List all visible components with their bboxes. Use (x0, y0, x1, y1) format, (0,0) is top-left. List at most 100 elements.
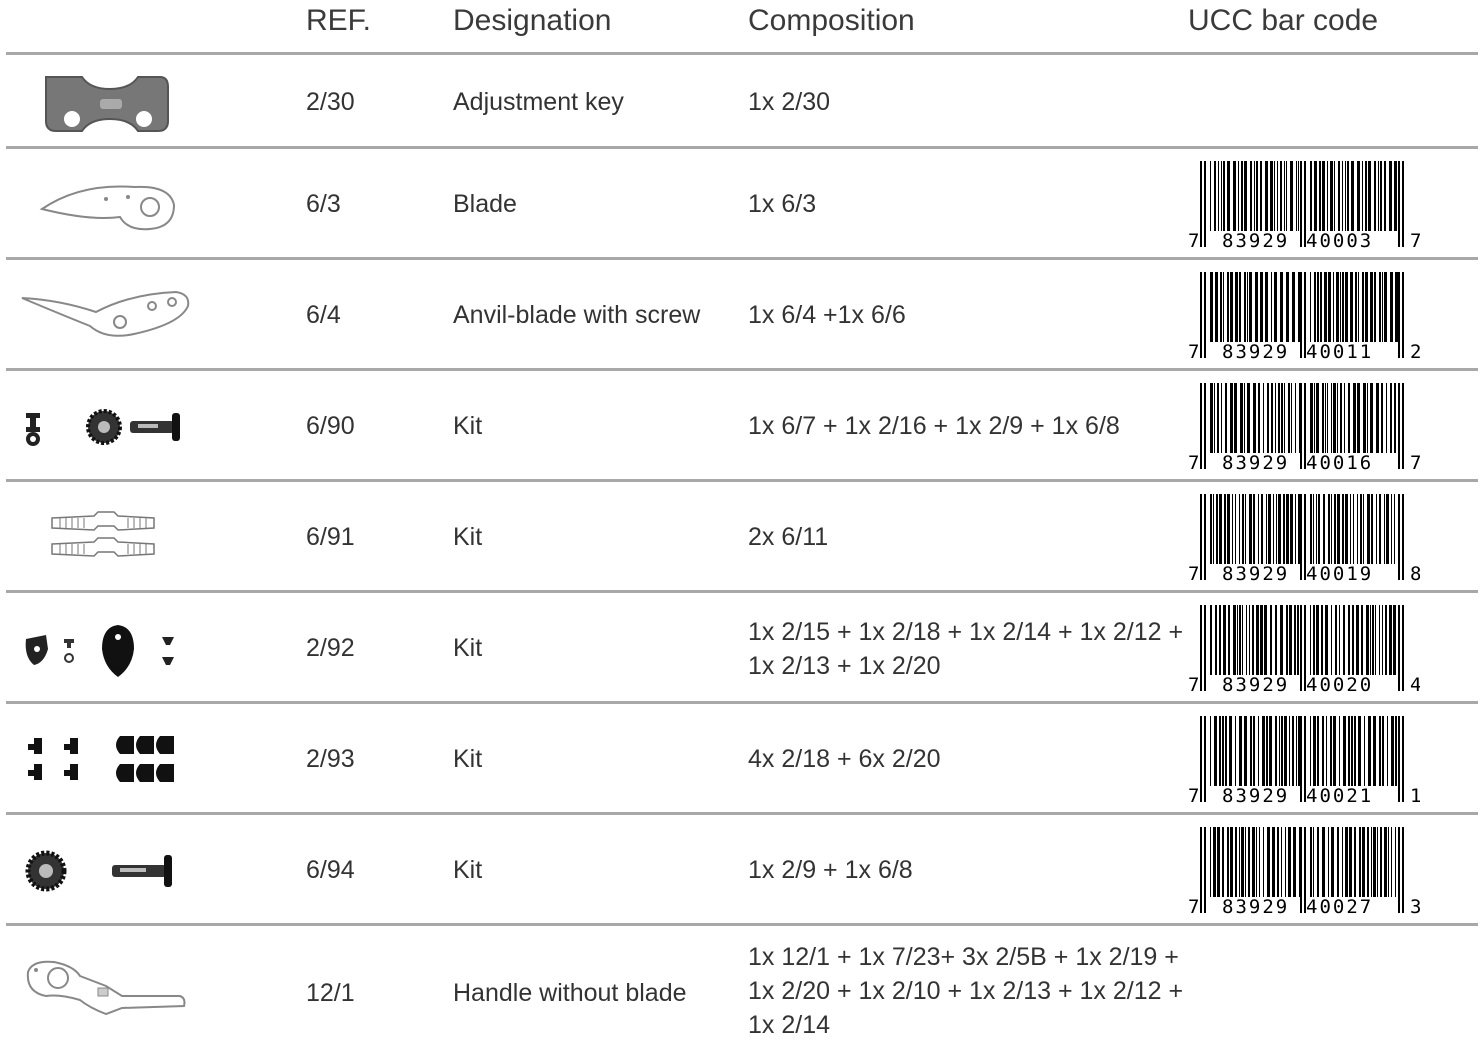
table-row: 2/30 Adjustment key 1x 2/30 (0, 55, 1484, 146)
ref-cell: 2/93 (306, 745, 355, 773)
row-divider (6, 923, 1478, 926)
barcode-digit-left: 7 (1188, 896, 1201, 915)
ref-cell: 2/92 (306, 634, 355, 662)
composition-cell: 1x 2/30 (748, 88, 831, 116)
barcode: 7 83929 40003 7 (1188, 161, 1420, 249)
row-divider (6, 52, 1478, 55)
barcode-digits-group1: 83929 (1222, 341, 1289, 360)
row-divider (6, 590, 1478, 593)
barcode-digit-right: 4 (1410, 674, 1420, 693)
designation-cell: Anvil-blade with screw (453, 301, 701, 329)
bolt-kit-icon (10, 391, 210, 461)
barcode-graphic: 7 83929 40027 3 (1188, 827, 1420, 915)
barcode-graphic: 7 83929 40011 2 (1188, 272, 1420, 360)
anvil-blade-icon (10, 280, 210, 350)
composition-cell: 1x 6/3 (748, 190, 817, 218)
barcode-digits-group2: 40020 (1306, 674, 1373, 693)
barcode-digits-group2: 40016 (1306, 452, 1373, 471)
barcode-digits-group1: 83929 (1222, 674, 1289, 693)
designation-cell: Kit (453, 412, 483, 440)
table-row: 1x 2/15 + 1x 2/18 + 1x 2/14 + 1x 2/12 + … (0, 593, 1484, 701)
table-row: 6/90 Kit 1x 6/7 + 1x 2/16 + 1x 2/9 + 1x … (0, 371, 1484, 479)
barcode: 7 83929 40027 3 (1188, 827, 1420, 915)
row-divider (6, 368, 1478, 371)
barcode-digits-group1: 83929 (1222, 452, 1289, 471)
table-row: 6/3 Blade 1x 6/3 7 83929 40003 7 (0, 149, 1484, 257)
ref-cell: 6/94 (306, 856, 355, 884)
composition-cell: 1x 2/9 + 1x 6/8 (748, 856, 913, 884)
barcode-graphic: 7 83929 40016 7 (1188, 383, 1420, 471)
header-ref: REF. (306, 4, 372, 37)
composition-cell: 1x 2/15 + 1x 2/18 + 1x 2/14 + 1x 2/12 + … (748, 618, 1184, 680)
row-divider (6, 701, 1478, 704)
designation-cell: Kit (453, 856, 483, 884)
adjustment-key-icon (10, 67, 210, 137)
barcode-digit-left: 7 (1188, 341, 1201, 360)
barcode: 7 83929 40019 8 (1188, 494, 1420, 582)
barcode-digit-left: 7 (1188, 674, 1201, 693)
buffer-kit-icon (10, 724, 210, 794)
table-row: 6/94 Kit 1x 2/9 + 1x 6/8 7 83929 40027 3 (0, 815, 1484, 923)
designation-cell: Kit (453, 634, 483, 662)
barcode: 7 83929 40020 4 (1188, 605, 1420, 693)
barcode-digits-group2: 40003 (1306, 230, 1373, 249)
gear-bolt-kit-icon (10, 835, 210, 905)
barcode-digit-right: 7 (1410, 452, 1420, 471)
designation-cell: Adjustment key (453, 88, 624, 116)
ref-cell: 6/3 (306, 190, 341, 218)
composition-cell: 1x 6/4 +1x 6/6 (748, 301, 906, 329)
ref-cell: 6/4 (306, 301, 341, 329)
designation-cell: Handle without blade (453, 979, 687, 1007)
ref-cell: 2/30 (306, 88, 355, 116)
ref-cell: 12/1 (306, 979, 355, 1007)
composition-cell: 4x 2/18 + 6x 2/20 (748, 745, 941, 773)
handle-icon (10, 952, 210, 1022)
row-divider (6, 812, 1478, 815)
table-row: 1x 12/1 + 1x 7/23+ 3x 2/5B + 1x 2/19 + 1… (0, 926, 1484, 1051)
row-divider (6, 479, 1478, 482)
table-row: 2/93 Kit 4x 2/18 + 6x 2/20 7 83929 40021 1 (0, 704, 1484, 812)
table-row: 6/91 Kit 2x 6/11 7 83929 40019 8 (0, 482, 1484, 590)
composition-cell: 2x 6/11 (748, 523, 829, 551)
barcode-digit-right: 2 (1410, 341, 1420, 360)
barcode-digits-group2: 40021 (1306, 785, 1373, 804)
catch-kit-icon (10, 613, 210, 683)
table-header: REF. Designation Composition UCC bar cod… (0, 0, 1484, 52)
barcode-graphic: 7 83929 40021 1 (1188, 716, 1420, 804)
barcode-digits-group2: 40019 (1306, 563, 1373, 582)
ref-cell: 6/90 (306, 412, 355, 440)
barcode-digits-group1: 83929 (1222, 896, 1289, 915)
barcode-digit-right: 1 (1410, 785, 1420, 804)
header-composition: Composition (748, 4, 915, 37)
table-row: 6/4 Anvil-blade with screw 1x 6/4 +1x 6/… (0, 260, 1484, 368)
barcode-digit-right: 7 (1410, 230, 1420, 249)
barcode-digits-group2: 40027 (1306, 896, 1373, 915)
designation-cell: Kit (453, 523, 483, 551)
blade-icon (10, 171, 210, 241)
row-divider (6, 146, 1478, 149)
designation-cell: Kit (453, 745, 483, 773)
barcode-digit-right: 3 (1410, 896, 1420, 915)
barcode: 7 83929 40016 7 (1188, 383, 1420, 471)
designation-cell: Blade (453, 190, 517, 218)
barcode-digits-group1: 83929 (1222, 785, 1289, 804)
barcode-digit-left: 7 (1188, 785, 1201, 804)
barcode-digits-group2: 40011 (1306, 341, 1373, 360)
barcode-digits-group1: 83929 (1222, 563, 1289, 582)
spring-kit-icon (10, 502, 210, 572)
row-divider (6, 257, 1478, 260)
composition-cell: 1x 12/1 + 1x 7/23+ 3x 2/5B + 1x 2/19 + 1… (748, 943, 1184, 1039)
header-barcode: UCC bar code (1188, 4, 1379, 37)
barcode-digit-right: 8 (1410, 563, 1420, 582)
barcode-digit-left: 7 (1188, 230, 1201, 249)
barcode-graphic: 7 83929 40020 4 (1188, 605, 1420, 693)
barcode-graphic: 7 83929 40019 8 (1188, 494, 1420, 582)
barcode-digits-group1: 83929 (1222, 230, 1289, 249)
barcode: 7 83929 40021 1 (1188, 716, 1420, 804)
barcode-graphic: 7 83929 40003 7 (1188, 161, 1420, 249)
composition-cell: 1x 6/7 + 1x 2/16 + 1x 2/9 + 1x 6/8 (748, 412, 1120, 440)
barcode-digit-left: 7 (1188, 563, 1201, 582)
barcode-digit-left: 7 (1188, 452, 1201, 471)
header-designation: Designation (453, 4, 612, 37)
barcode: 7 83929 40011 2 (1188, 272, 1420, 360)
